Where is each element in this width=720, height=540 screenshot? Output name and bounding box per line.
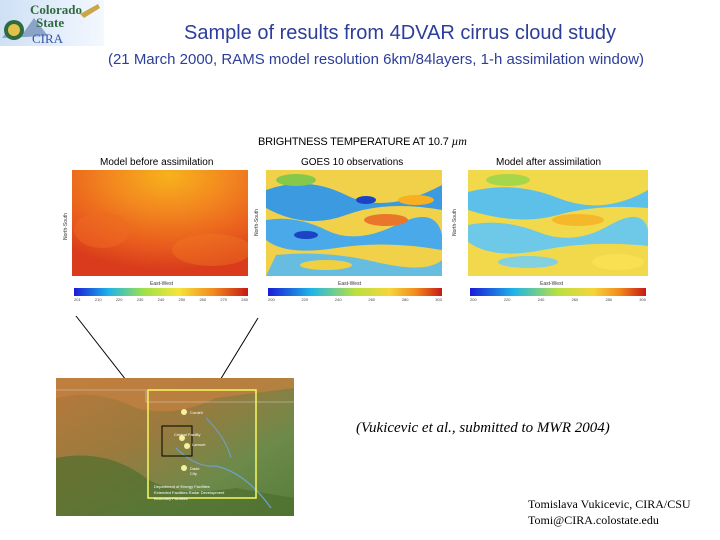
citation: (Vukicevic et al., submitted to MWR 2004…: [356, 420, 610, 436]
svg-text:Cordell: Cordell: [190, 410, 203, 415]
figure-title-text: BRIGHTNESS TEMPERATURE AT 10.7: [258, 136, 449, 148]
colorbar-tick-label: 300: [639, 297, 646, 302]
csu-cira-logo: Colorado State CIRA: [0, 0, 104, 46]
colorbar-tick-label: 200: [268, 297, 275, 302]
page-subtitle: (21 March 2000, RAMS model resolution 6k…: [107, 51, 645, 68]
panel-3-ylabel: North-South: [452, 209, 458, 236]
svg-text:Extended Facilities Radar Deve: Extended Facilities Radar Development: [154, 490, 225, 495]
panel-3-title: Model after assimilation: [496, 157, 602, 168]
svg-text:Dade: Dade: [190, 466, 200, 471]
panel-1-ylabel: North-South: [63, 213, 69, 240]
svg-text:Central Facility: Central Facility: [174, 432, 200, 437]
colorbar-tick-label: 240: [334, 297, 342, 302]
colorbar-tick-label: 260: [571, 297, 579, 302]
svg-text:Department of Energy Facilitie: Department of Energy Facilities: [154, 484, 210, 489]
svg-text:Colorado: Colorado: [30, 2, 82, 17]
svg-text:Boundary Facilities: Boundary Facilities: [154, 496, 188, 501]
panel-2-colorbar: [268, 288, 442, 296]
panel-1-title: Model before assimilation: [100, 157, 214, 168]
panel-3-colorbar-ticks: 200 220 240 260 280 300: [470, 297, 646, 302]
colorbar-tick-label: 220: [301, 297, 309, 302]
colorbar-tick-label: 260: [368, 297, 376, 302]
panel-1-heatmap: [72, 170, 248, 276]
svg-text:Lamont: Lamont: [192, 442, 206, 447]
panel-3-heatmap: [468, 170, 648, 276]
satellite-map: Cordell Central Facility Lamont Dade Cit…: [56, 378, 294, 516]
colorbar-tick-label: 201: [74, 297, 81, 302]
panel-3-colorbar: [470, 288, 646, 296]
panel-1-xlabel: East-West: [150, 281, 173, 287]
panel-2-heatmap: [266, 170, 442, 276]
figure-title-unit: µm: [451, 134, 467, 148]
colorbar-tick-label: 220: [115, 297, 123, 302]
colorbar-tick-label: 270: [220, 297, 228, 302]
author-email: Tomi@CIRA.colostate.edu: [528, 513, 659, 527]
author-name: Tomislava Vukicevic, CIRA/CSU: [528, 497, 691, 511]
svg-text:City: City: [190, 471, 197, 476]
panel-2-xlabel: East-West: [338, 281, 361, 287]
svg-text:State: State: [36, 15, 64, 30]
svg-text:CIRA: CIRA: [32, 31, 64, 46]
colorbar-tick-label: 250: [178, 297, 186, 302]
panel-1-colorbar-ticks: 201 210 220 230 240 250 260 270 280: [74, 297, 248, 302]
colorbar-tick-label: 280: [605, 297, 613, 302]
panel-2-ylabel: North-South: [254, 209, 260, 236]
panel-3-xlabel: East-West: [540, 281, 563, 287]
figure-title: BRIGHTNESS TEMPERATURE AT 10.7 µm: [258, 134, 467, 149]
panel-2-title: GOES 10 observations: [301, 157, 404, 168]
panel-2-colorbar-ticks: 200 220 240 260 280 300: [268, 297, 442, 302]
colorbar-tick-label: 200: [470, 297, 477, 302]
page-title: Sample of results from 4DVAR cirrus clou…: [183, 22, 616, 44]
colorbar-tick-label: 300: [435, 297, 442, 302]
colorbar-tick-label: 260: [199, 297, 207, 302]
colorbar-tick-label: 240: [157, 297, 165, 302]
colorbar-tick-label: 230: [136, 297, 144, 302]
colorbar-tick-label: 280: [401, 297, 409, 302]
colorbar-tick-label: 280: [241, 297, 248, 302]
panel-1-colorbar: [74, 288, 248, 296]
colorbar-tick-label: 240: [537, 297, 545, 302]
colorbar-tick-label: 210: [94, 297, 102, 302]
colorbar-tick-label: 220: [503, 297, 511, 302]
